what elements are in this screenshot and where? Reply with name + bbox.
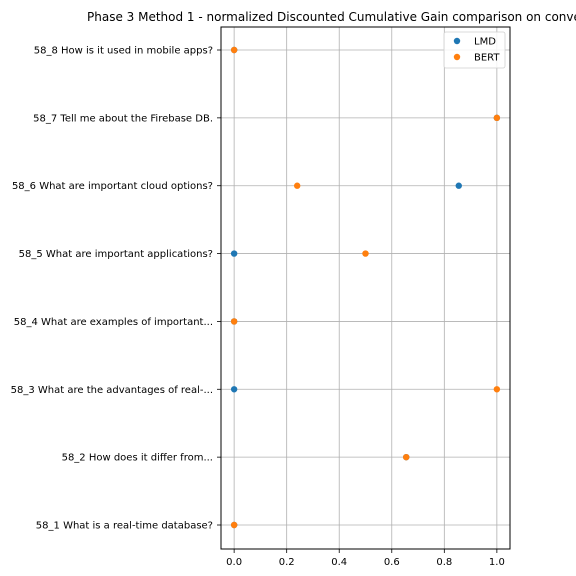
data-point-bert	[230, 318, 238, 325]
x-tick-label: 0.8	[436, 557, 452, 568]
data-point-bert	[493, 386, 501, 393]
chart-title: Phase 3 Method 1 - normalized Discounted…	[87, 10, 576, 24]
y-tick-label: 58_8 How is it used in mobile apps?	[34, 46, 213, 57]
plot-frame	[220, 26, 511, 550]
legend-marker-lmd	[453, 37, 461, 45]
legend: LMD BERT	[443, 31, 506, 69]
x-tick-label: 0.0	[226, 557, 242, 568]
x-tick-label: 1.0	[489, 557, 505, 568]
y-tick-label: 58_5 What are important applications?	[19, 249, 213, 260]
y-tick-label: 58_2 How does it differ from...	[62, 453, 213, 464]
axis-layer: 0.0 0.2 0.4 0.6 0.8 1.0 58_1 What is a real-ti…	[11, 46, 505, 569]
data-point-bert	[230, 521, 238, 529]
data-point-lmd	[455, 182, 462, 189]
y-tick-label: 58_3 What are the advantages of real-...	[11, 385, 213, 396]
data-point-bert	[293, 182, 301, 189]
data-point-bert	[230, 46, 238, 54]
grid-layer	[221, 27, 510, 549]
x-tick-label: 0.6	[384, 557, 400, 568]
y-tick-label: 58_1 What is a real-time database?	[36, 521, 213, 532]
legend-label-bert: BERT	[474, 53, 500, 64]
data-point-bert	[493, 114, 501, 122]
legend-marker-bert	[453, 53, 461, 61]
data-point-lmd	[230, 386, 238, 393]
y-tick-label: 58_7 Tell me about the Firebase DB.	[33, 113, 213, 124]
legend-label-lmd: LMD	[474, 37, 496, 48]
y-tick-label: 58_4 What are examples of important...	[14, 317, 213, 328]
x-tick-label: 0.4	[331, 557, 347, 568]
points-layer	[230, 46, 501, 529]
data-point-lmd	[230, 250, 238, 257]
data-point-bert	[403, 453, 410, 461]
x-tick-label: 0.2	[279, 557, 295, 568]
data-point-bert	[362, 250, 369, 257]
y-tick-label: 58_6 What are important cloud options?	[12, 181, 213, 192]
